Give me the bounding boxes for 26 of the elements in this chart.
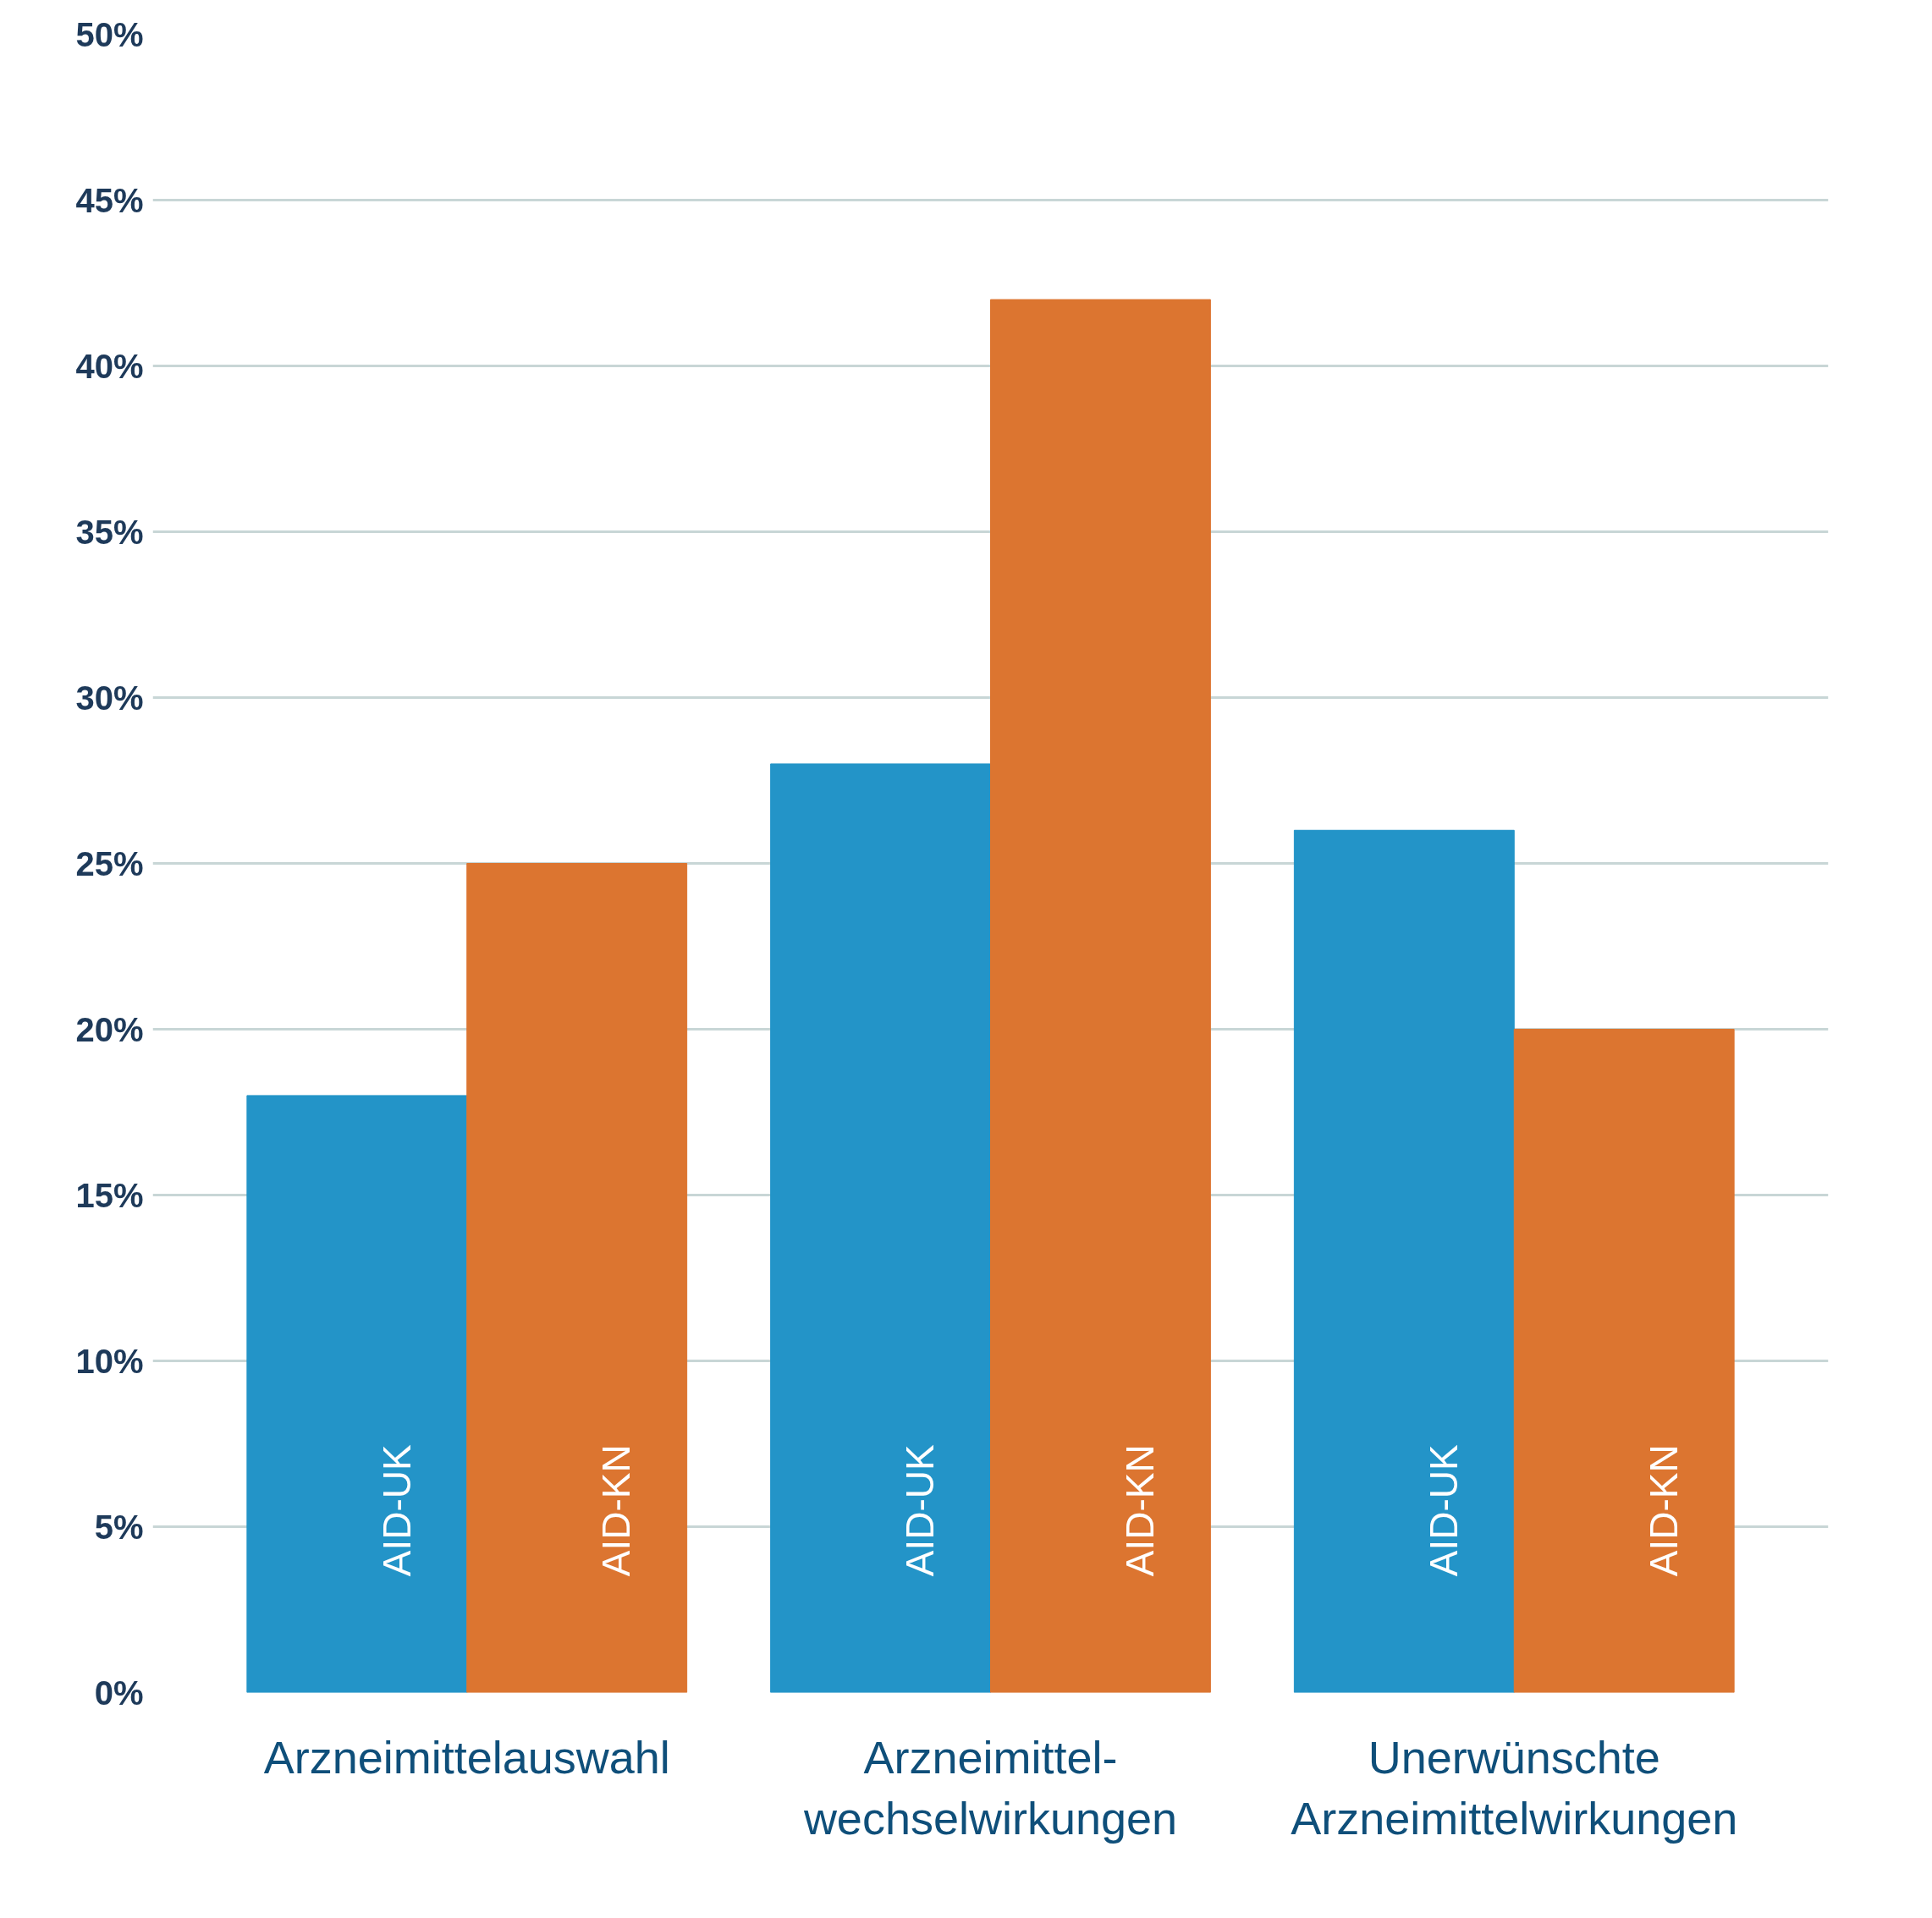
y-tick-label: 50% — [75, 15, 144, 53]
y-tick-label: 45% — [75, 181, 144, 219]
bar — [770, 763, 991, 1693]
text: AID-UK — [1422, 1444, 1467, 1577]
y-tick-label: 20% — [75, 1010, 144, 1048]
x-tick-label: Arzneimittel- wechselwirkungen — [802, 1731, 1178, 1844]
bar — [990, 299, 1211, 1693]
y-tick-label: 0% — [94, 1673, 144, 1712]
text: AID-KN — [1118, 1444, 1163, 1577]
series-label: AID-KN — [594, 1444, 639, 1577]
bar — [246, 1095, 468, 1693]
y-tick-label: 25% — [75, 844, 144, 882]
y-tick-label: 5% — [94, 1508, 144, 1546]
y-tick-label: 15% — [75, 1176, 144, 1214]
series-label: AID-UK — [374, 1444, 419, 1577]
x-tick-label: Arzneimittelauswahl — [263, 1731, 670, 1783]
y-tick-label: 10% — [75, 1342, 144, 1380]
text: AID-KN — [1641, 1444, 1686, 1577]
text: AID-UK — [898, 1444, 943, 1577]
bar — [466, 863, 688, 1693]
y-tick-label: 35% — [75, 513, 144, 551]
bar — [1293, 829, 1515, 1693]
x-tick-label: Unerwünschte Arzneimittelwirkungen — [1291, 1731, 1738, 1844]
y-tick-label: 40% — [75, 347, 144, 385]
bar — [1513, 1029, 1735, 1693]
y-tick-label: 30% — [75, 679, 144, 717]
